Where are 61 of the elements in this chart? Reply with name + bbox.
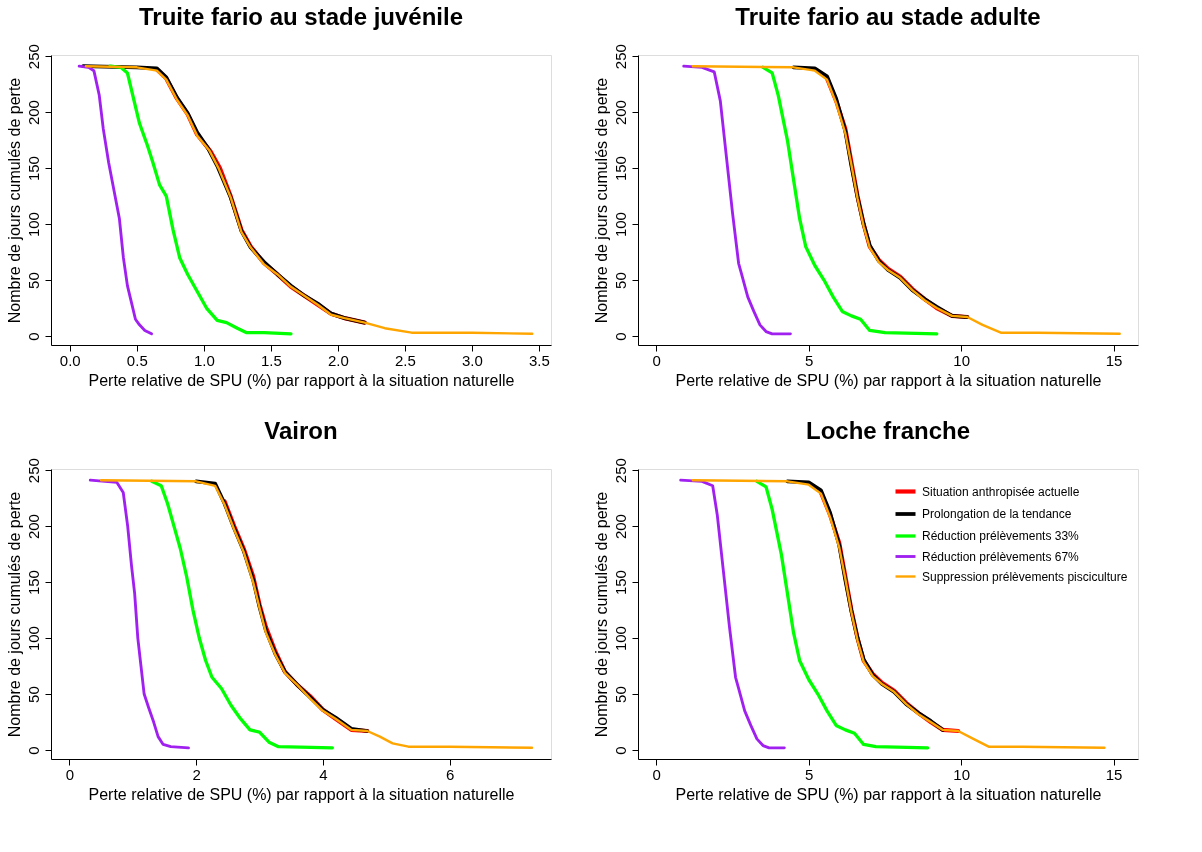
y-tick-label: 0 [24, 332, 42, 341]
y-tick-label: 0 [611, 746, 629, 755]
x-tick-label: 5 [805, 765, 814, 783]
x-tick-label: 2.5 [394, 351, 416, 369]
y-tick-label: 200 [24, 514, 42, 540]
y-tick-label: 250 [24, 44, 42, 70]
x-tick-label: 1.5 [260, 351, 282, 369]
y-tick-label: 150 [611, 570, 629, 596]
y-tick-label: 0 [24, 746, 42, 755]
x-tick-label: 3.0 [461, 351, 483, 369]
x-tick-label: 5 [805, 351, 814, 369]
x-tick-label: 0.5 [126, 351, 148, 369]
x-tick-label: 0.0 [59, 351, 81, 369]
x-axis-title: Perte relative de SPU (%) par rapport à la situation naturelle [88, 371, 515, 389]
x-tick-label: 4 [319, 765, 328, 783]
y-tick-label: 250 [611, 44, 629, 70]
x-tick-label: 2 [192, 765, 201, 783]
y-tick-label: 50 [24, 272, 42, 289]
legend-label: Suppression prélèvements pisciculture [922, 569, 1128, 584]
x-tick-label: 15 [1105, 765, 1123, 783]
x-tick-label: 0 [652, 351, 661, 369]
chart-title: Truite fario au stade adulte [735, 2, 1041, 30]
y-tick-label: 100 [24, 626, 42, 652]
y-axis-title: Nombre de jours cumulés de perte [592, 77, 610, 324]
legend-label: Situation anthropisée actuelle [922, 484, 1080, 499]
y-tick-label: 100 [611, 212, 629, 238]
y-tick-label: 100 [611, 626, 629, 652]
y-axis-title: Nombre de jours cumulés de perte [5, 491, 23, 738]
x-axis-title: Perte relative de SPU (%) par rapport à la situation naturelle [88, 785, 515, 803]
x-tick-label: 2.0 [327, 351, 349, 369]
x-tick-label: 10 [953, 351, 971, 369]
y-tick-label: 50 [24, 686, 42, 703]
y-tick-label: 150 [24, 570, 42, 596]
y-tick-label: 200 [611, 514, 629, 540]
x-tick-label: 0 [65, 765, 75, 783]
x-tick-label: 3.5 [529, 351, 550, 369]
x-tick-label: 15 [1105, 351, 1123, 369]
y-tick-label: 150 [611, 156, 629, 182]
y-tick-label: 250 [24, 458, 42, 484]
y-tick-label: 200 [611, 100, 629, 126]
chart-title: Loche franche [805, 416, 971, 444]
y-tick-label: 150 [24, 156, 42, 182]
y-axis-title: Nombre de jours cumulés de perte [592, 491, 610, 738]
y-tick-label: 50 [611, 686, 629, 703]
legend-label: Réduction prélèvements 33% [922, 529, 1080, 543]
y-tick-label: 100 [24, 212, 42, 238]
legend-label: Réduction prélèvements 67% [922, 549, 1080, 564]
y-axis-title: Nombre de jours cumulés de perte [5, 77, 23, 324]
legend-label: Prolongation de la tendance [922, 507, 1072, 521]
x-axis-title: Perte relative de SPU (%) par rapport à la situation naturelle [675, 371, 1102, 389]
y-tick-label: 50 [611, 272, 629, 289]
y-tick-label: 0 [611, 332, 629, 341]
x-tick-label: 6 [445, 765, 455, 783]
x-tick-label: 1.0 [193, 351, 215, 369]
x-tick-label: 10 [953, 765, 971, 783]
y-tick-label: 250 [611, 458, 629, 484]
y-tick-label: 200 [24, 100, 42, 126]
x-axis-title: Perte relative de SPU (%) par rapport à la situation naturelle [675, 785, 1102, 803]
chart-title: Vairon [264, 416, 338, 444]
chart-title: Truite fario au stade juvénile [138, 2, 464, 30]
x-tick-label: 0 [652, 765, 661, 783]
